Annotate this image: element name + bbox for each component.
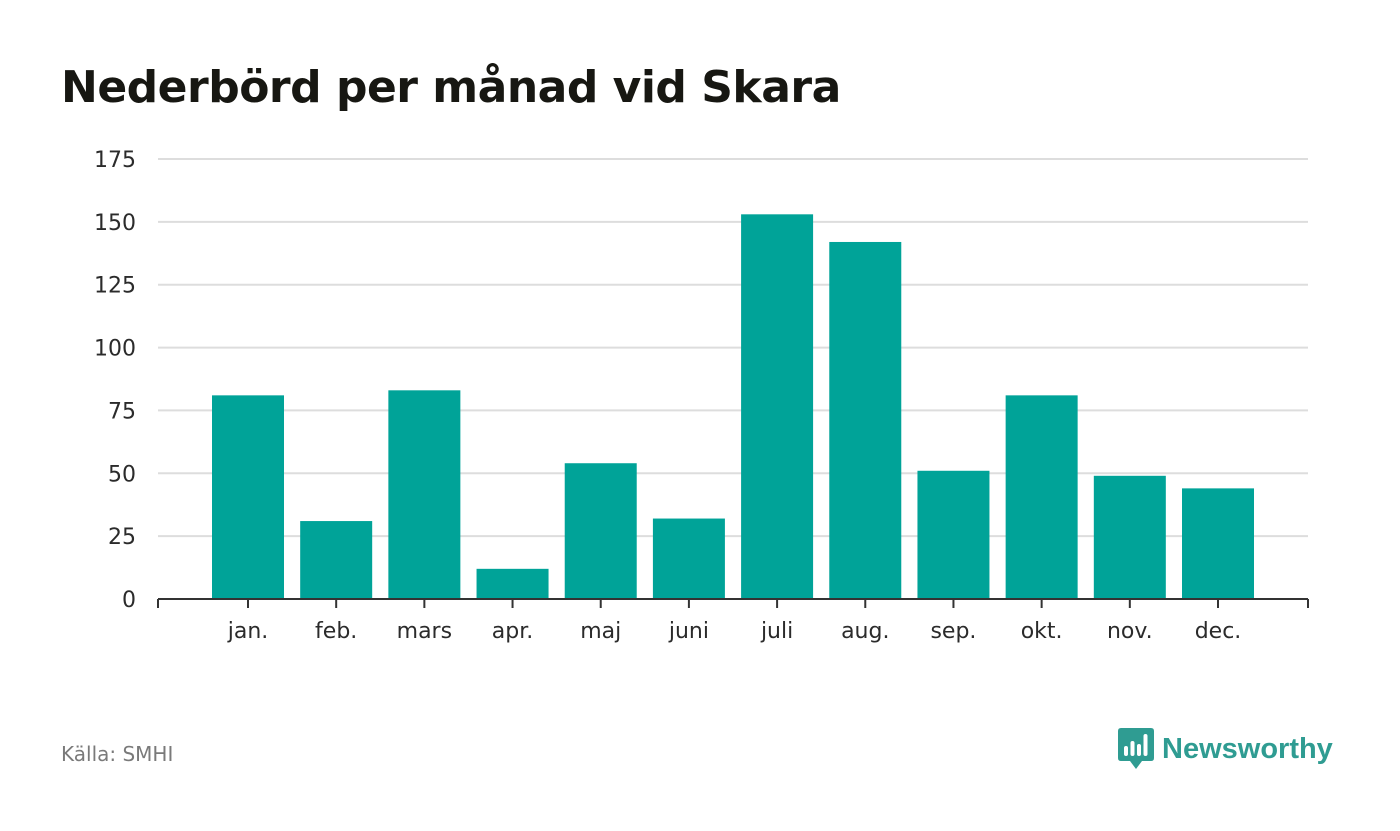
- tick-labels: 0 25 50 75 100 125 150 175 jan. feb. mars apr. maj ju…: [94, 148, 1241, 644]
- bar: [1005, 395, 1078, 599]
- x-tick-label: mars: [397, 619, 452, 644]
- y-tick-label: 25: [108, 525, 136, 550]
- bar: [1093, 475, 1166, 599]
- y-tick-label: 0: [122, 588, 136, 613]
- bar: [917, 470, 990, 599]
- x-tick-label: jan.: [227, 619, 269, 644]
- y-tick-label: 150: [94, 211, 136, 236]
- brand-logo: Newsworthy: [1118, 728, 1333, 770]
- bars: [212, 214, 1254, 600]
- x-tick-label: feb.: [315, 619, 357, 644]
- x-tick-label: nov.: [1107, 619, 1153, 644]
- bar: [564, 463, 637, 599]
- x-tick-label: juli: [760, 619, 793, 644]
- y-tick-label: 75: [108, 399, 136, 424]
- x-tick-label: okt.: [1021, 619, 1063, 644]
- brand-name: Newsworthy: [1162, 732, 1333, 765]
- speech-bubble-chart-icon: [1118, 728, 1154, 769]
- bar: [741, 214, 814, 600]
- chart-title: Nederbörd per månad vid Skara: [61, 62, 841, 113]
- bar: [652, 518, 725, 599]
- x-tick-label: juni: [668, 619, 709, 644]
- bar: [476, 568, 549, 599]
- y-tick-label: 50: [108, 462, 136, 487]
- x-tick-label: dec.: [1195, 619, 1242, 644]
- axes: [157, 598, 1309, 608]
- source-note: Källa: SMHI: [61, 742, 174, 766]
- x-tick-label: aug.: [841, 619, 889, 644]
- y-tick-label: 100: [94, 337, 136, 362]
- bar: [212, 395, 284, 599]
- bar: [1182, 488, 1254, 599]
- x-tick-label: sep.: [930, 619, 976, 644]
- x-tick-label: maj: [580, 619, 621, 644]
- bar: [829, 241, 902, 599]
- y-tick-label: 125: [94, 274, 136, 299]
- bar: [300, 521, 373, 599]
- bar: [388, 390, 461, 599]
- x-tick-label: apr.: [492, 619, 533, 644]
- y-tick-label: 175: [94, 148, 136, 173]
